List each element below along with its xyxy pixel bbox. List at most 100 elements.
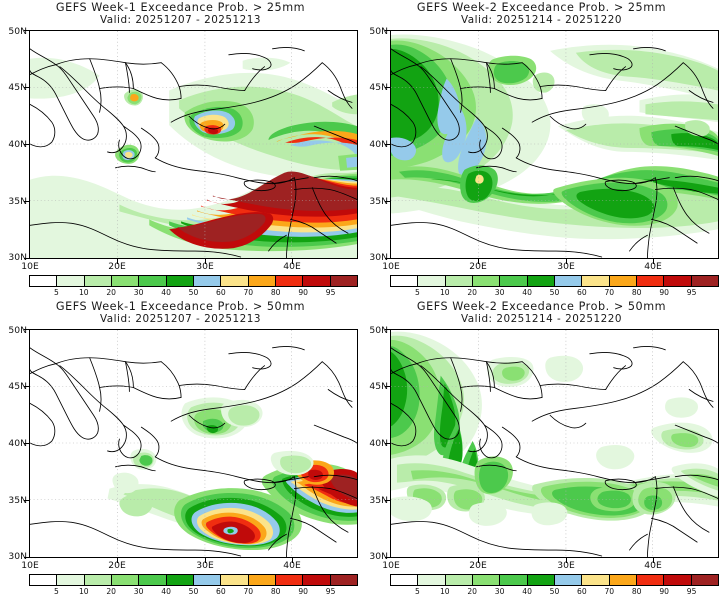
ytick-mark-50n: [24, 30, 29, 31]
colorbar-tick-95: 95: [325, 587, 336, 596]
colorbar-cell-9: [275, 276, 304, 286]
ytick-label-50n: 50N: [8, 325, 27, 336]
xtick-mark-30e: [205, 558, 206, 563]
colorbar-ticks: 5 10 20 30 40 50 60 70 80 90 95: [29, 586, 358, 598]
ytick-mark-50n: [385, 30, 390, 31]
colorbar-tick-10: 10: [78, 587, 89, 596]
colorbar-tick-30: 30: [133, 288, 144, 297]
map-field-week2-25mm: [391, 31, 718, 258]
panel-title: GEFS Week-1 Exceedance Prob. > 50mm: [55, 300, 306, 313]
colorbar-tick-60: 60: [577, 587, 587, 596]
colorbar-tick-30: 30: [494, 587, 505, 596]
colorbar-tick-95: 95: [686, 288, 697, 297]
xtick-label-30e: 30E: [557, 560, 575, 571]
xtick-mark-20e: [117, 259, 118, 264]
colorbar-cell-7: [221, 575, 249, 585]
xtick-label-10e: 10E: [21, 261, 39, 272]
colorbar-cell-8: [248, 276, 276, 286]
colorbar: 5 10 20 30 40 50 60 70 80 90 95: [390, 574, 719, 596]
ytick-mark-40n: [24, 443, 29, 444]
ytick-label-45n: 45N: [369, 82, 388, 93]
xtick-label-30e: 30E: [196, 560, 214, 571]
colorbar-cell-4: [500, 276, 528, 286]
ytick-mark-40n: [24, 144, 29, 145]
colorbar-tick-5: 5: [53, 288, 59, 297]
ytick-mark-35n: [24, 500, 29, 501]
colorbar-cell-5: [527, 276, 555, 286]
colorbar-tick-40: 40: [161, 288, 171, 297]
ytick-mark-30n: [24, 557, 29, 558]
colorbar-bands: [29, 275, 358, 287]
colorbar-ticks: 5 10 20 30 40 50 60 70 80 90 95: [29, 287, 358, 299]
colorbar-cell-3: [472, 575, 501, 585]
map-field-week1-25mm: [30, 31, 357, 258]
xtick-mark-40e: [653, 259, 654, 264]
colorbar-cell-3: [472, 276, 501, 286]
colorbar-tick-10: 10: [439, 288, 450, 297]
colorbar-tick-50: 50: [549, 587, 560, 596]
xtick-mark-30e: [566, 558, 567, 563]
panel-week2-50mm: GEFS Week-2 Exceedance Prob. > 50mm Vali…: [361, 299, 722, 598]
map-plot-area[interactable]: [390, 329, 719, 558]
map-field-week2-50mm: [391, 330, 718, 557]
colorbar-tick-80: 80: [270, 587, 281, 596]
xtick-label-20e: 20E: [108, 560, 126, 571]
ytick-label-40n: 40N: [369, 438, 388, 449]
xtick-mark-40e: [292, 558, 293, 563]
ytick-mark-35n: [24, 201, 29, 202]
colorbar-cell-0: [391, 276, 419, 286]
colorbar-cell-4: [139, 276, 167, 286]
colorbar-cell-6: [554, 575, 583, 585]
xtick-mark-30e: [205, 259, 206, 264]
ytick-label-50n: 50N: [369, 26, 388, 37]
colorbar-cell-3: [111, 276, 140, 286]
colorbar-cell-4: [500, 575, 528, 585]
colorbar-tick-50: 50: [188, 288, 199, 297]
ytick-mark-30n: [385, 557, 390, 558]
map-plot-area[interactable]: [29, 329, 358, 558]
panel-subtitle: Valid: 20251214 - 20251220: [461, 14, 622, 26]
colorbar-tick-70: 70: [243, 587, 254, 596]
ytick-mark-40n: [385, 144, 390, 145]
panel-title-block: GEFS Week-1 Exceedance Prob. > 50mm Vali…: [0, 300, 361, 326]
colorbar-cell-6: [193, 575, 222, 585]
panel-title-block: GEFS Week-2 Exceedance Prob. > 25mm Vali…: [361, 1, 722, 27]
ytick-label-45n: 45N: [8, 82, 27, 93]
colorbar-tick-10: 10: [439, 587, 450, 596]
colorbar-cell-11: [330, 575, 357, 585]
colorbar-tick-80: 80: [270, 288, 281, 297]
map-plot-area[interactable]: [29, 30, 358, 259]
ytick-label-40n: 40N: [8, 438, 27, 449]
colorbar-bands: [29, 574, 358, 586]
colorbar-tick-20: 20: [106, 587, 117, 596]
panel-subtitle: Valid: 20251207 - 20251213: [100, 14, 261, 26]
colorbar-tick-20: 20: [467, 288, 478, 297]
ytick-label-50n: 50N: [369, 325, 388, 336]
colorbar-cell-2: [445, 276, 473, 286]
panel-title-block: GEFS Week-1 Exceedance Prob. > 25mm Vali…: [0, 1, 361, 27]
ytick-label-35n: 35N: [369, 495, 388, 506]
panel-title: GEFS Week-1 Exceedance Prob. > 25mm: [55, 1, 306, 14]
colorbar-tick-60: 60: [216, 288, 226, 297]
colorbar-tick-90: 90: [659, 288, 670, 297]
colorbar-tick-40: 40: [522, 587, 532, 596]
ytick-mark-45n: [385, 87, 390, 88]
xtick-label-40e: 40E: [644, 261, 662, 272]
panel-subtitle: Valid: 20251214 - 20251220: [461, 313, 622, 325]
colorbar-cell-8: [248, 575, 276, 585]
colorbar-tick-80: 80: [631, 288, 642, 297]
colorbar-cell-8: [609, 575, 637, 585]
xtick-mark-40e: [653, 558, 654, 563]
colorbar-cell-7: [221, 276, 249, 286]
colorbar-cell-5: [166, 575, 194, 585]
xtick-mark-20e: [478, 558, 479, 563]
colorbar-tick-80: 80: [631, 587, 642, 596]
colorbar-tick-10: 10: [78, 288, 89, 297]
colorbar-tick-50: 50: [188, 587, 199, 596]
map-plot-area[interactable]: [390, 30, 719, 259]
colorbar-cell-0: [30, 276, 58, 286]
ytick-mark-50n: [24, 329, 29, 330]
panel-title: GEFS Week-2 Exceedance Prob. > 50mm: [416, 300, 667, 313]
colorbar-cell-11: [691, 276, 718, 286]
colorbar-cell-10: [664, 575, 692, 585]
